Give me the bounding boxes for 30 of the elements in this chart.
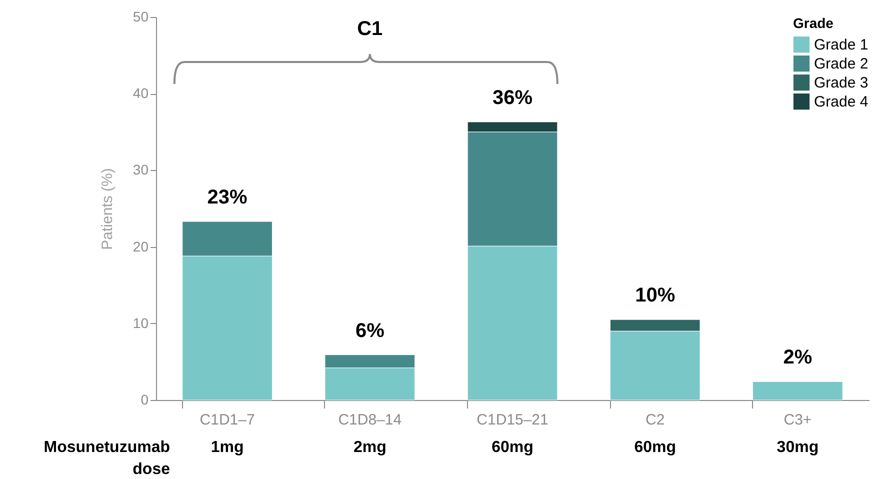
text: 60mg <box>492 439 534 456</box>
y-tick-label: 50 <box>132 8 149 24</box>
y-tick-label: 10 <box>132 314 149 331</box>
x-tick-label: C3+ <box>784 412 812 428</box>
y-tick-label: 0 <box>140 392 149 408</box>
legend-label: Grade 1 <box>814 36 868 54</box>
text: 30mg <box>776 439 819 456</box>
legend-label: Grade 3 <box>814 74 868 92</box>
y-tick-label: 20 <box>132 238 149 254</box>
annotation: C1 <box>357 18 383 40</box>
y-tick-label: 30 <box>132 162 149 178</box>
y-tick-label: 40 <box>132 85 149 102</box>
legend-label: Grade 2 <box>814 56 868 72</box>
text: 1mg <box>210 439 244 456</box>
legend-title: Grade <box>793 15 834 31</box>
x-tick-label: C1D15–21 <box>476 412 548 428</box>
text: Mosunetuzumab dose <box>44 439 170 478</box>
bar <box>752 381 843 400</box>
y-axis-title: Patients (%) <box>98 168 116 250</box>
total-label: 10% <box>635 284 676 307</box>
x-tick-label: C1D1–7 <box>200 412 255 428</box>
total-label: 6% <box>355 320 385 342</box>
text: 60mg <box>634 439 676 456</box>
text: 2mg <box>353 439 386 456</box>
total-label: 2% <box>783 346 812 369</box>
x-tick-label: C1D8–14 <box>338 412 402 428</box>
legend-label: Grade 4 <box>814 94 868 110</box>
x-tick-label: C2 <box>646 412 665 428</box>
total-label: 36% <box>492 86 533 109</box>
total-label: 23% <box>207 186 248 209</box>
